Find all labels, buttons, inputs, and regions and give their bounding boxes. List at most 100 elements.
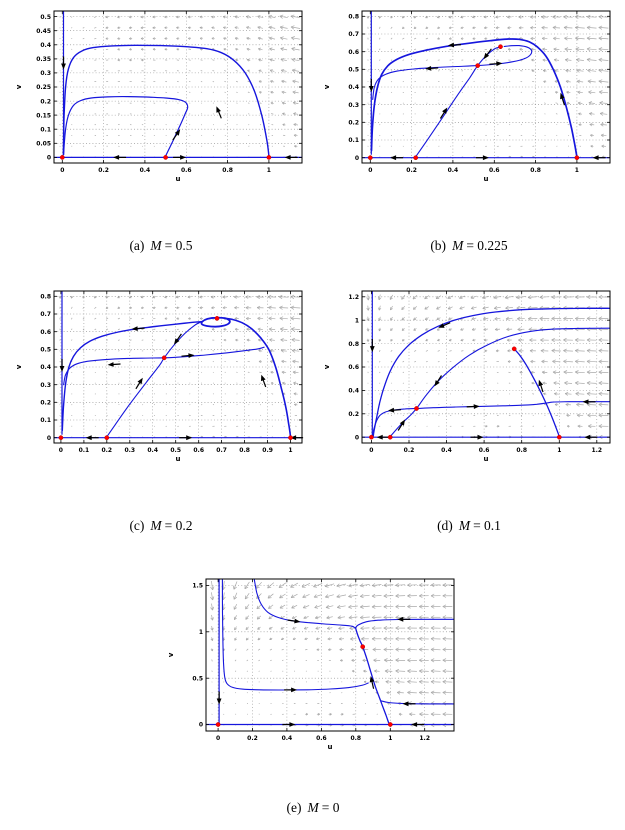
vector-field — [58, 294, 301, 439]
svg-text:1: 1 — [557, 447, 561, 454]
svg-text:0: 0 — [355, 434, 359, 441]
svg-text:0: 0 — [369, 447, 373, 454]
caption-c-label: (c) — [129, 518, 145, 533]
x-axis-label: u — [328, 743, 333, 751]
y-axis-label: v — [323, 84, 331, 89]
svg-text:0: 0 — [47, 435, 51, 442]
caption-d-value: = 0.1 — [473, 518, 501, 533]
caption-c-value: = 0.2 — [164, 518, 193, 533]
svg-text:0.6: 0.6 — [479, 447, 490, 454]
caption-a: (a) M = 0.5 — [10, 238, 312, 254]
svg-text:0.2: 0.2 — [348, 411, 359, 418]
svg-text:1.2: 1.2 — [348, 294, 359, 301]
plot-background — [54, 11, 302, 163]
tick-labels: 0 0.2 0.4 0.6 0.8 1 0 0.05 0.1 0.15 0.2 0.25 0.3 0.35… — [36, 14, 271, 174]
tick-labels: 0 0.2 0.4 0.6 0.8 1 1.2 0 0.2 0.4 0.6 0.8 1 1.2 — [348, 294, 602, 454]
x-axis-label: u — [176, 175, 181, 183]
caption-b-var: M — [452, 238, 464, 253]
subplot-d: 0 0.2 0.4 0.6 0.8 1 1.2 0 0.2 0.4 0.6 0.8 1 1.2 u v — [318, 284, 620, 466]
svg-text:0.2: 0.2 — [404, 447, 415, 454]
svg-text:0.8: 0.8 — [239, 447, 250, 454]
svg-text:0.4: 0.4 — [348, 84, 359, 91]
svg-text:0.9: 0.9 — [262, 447, 273, 454]
plot-background — [54, 291, 302, 443]
svg-text:0.5: 0.5 — [192, 675, 203, 682]
tick-marks — [362, 11, 610, 163]
svg-text:0.2: 0.2 — [101, 447, 112, 454]
svg-text:0.6: 0.6 — [193, 447, 204, 454]
equilibrium-points — [59, 155, 272, 160]
svg-text:0.4: 0.4 — [140, 167, 151, 174]
axis-box — [205, 578, 455, 732]
svg-text:0.8: 0.8 — [516, 447, 527, 454]
phase-plot-d: 0 0.2 0.4 0.6 0.8 1 1.2 0 0.2 0.4 0.6 0.8 1 1.2 u v — [323, 290, 611, 463]
svg-text:0.3: 0.3 — [40, 382, 51, 389]
tick-marks — [54, 11, 302, 163]
svg-text:0.05: 0.05 — [36, 141, 51, 148]
svg-text:0.8: 0.8 — [222, 167, 233, 174]
plot-background — [206, 579, 454, 731]
svg-text:0.6: 0.6 — [348, 49, 359, 56]
flow-arrows — [216, 616, 425, 727]
equilibrium-points — [369, 346, 562, 440]
svg-text:1: 1 — [575, 167, 579, 174]
trajectories — [362, 291, 610, 438]
svg-text:0.5: 0.5 — [170, 447, 181, 454]
svg-text:0: 0 — [368, 167, 372, 174]
svg-text:0.2: 0.2 — [40, 98, 51, 105]
svg-text:0.35: 0.35 — [36, 56, 51, 63]
svg-text:0.8: 0.8 — [350, 735, 361, 742]
svg-text:0.2: 0.2 — [348, 120, 359, 127]
tick-marks — [54, 291, 302, 443]
svg-text:0: 0 — [59, 447, 63, 454]
svg-text:0.4: 0.4 — [40, 364, 51, 371]
svg-text:1: 1 — [267, 167, 271, 174]
caption-d-label: (d) — [437, 518, 453, 533]
svg-text:0.3: 0.3 — [124, 447, 135, 454]
svg-text:1.2: 1.2 — [419, 735, 430, 742]
svg-text:0.8: 0.8 — [530, 167, 541, 174]
svg-text:1: 1 — [355, 317, 359, 324]
caption-d-var: M — [458, 518, 471, 533]
svg-text:0.1: 0.1 — [79, 447, 90, 454]
equilibrium-points — [367, 44, 580, 161]
svg-text:0.45: 0.45 — [36, 28, 51, 35]
phase-plot-c: 0 0.1 0.2 0.3 0.4 0.5 0.6 0.7 0.8 0.9 1 0 0.1 0.2 0.3 0… — [15, 290, 304, 463]
svg-text:0.4: 0.4 — [348, 388, 359, 395]
caption-b-value: = 0.225 — [466, 238, 508, 253]
tick-labels: 0 0.2 0.4 0.6 0.8 1 1.2 0 0.5 1 1.5 — [192, 583, 430, 742]
tick-marks — [206, 579, 454, 731]
plot-background — [362, 11, 610, 163]
phase-plot-b: 0 0.2 0.4 0.6 0.8 1 0 0.1 0.2 0.3 0.4 0.5 0.6 0.7 0.8 u… — [323, 10, 611, 183]
svg-text:1.5: 1.5 — [192, 583, 203, 590]
svg-text:0.4: 0.4 — [441, 447, 452, 454]
tick-labels: 0 0.2 0.4 0.6 0.8 1 0 0.1 0.2 0.3 0.4 0.5 0.6 0.7 0.8 — [348, 14, 579, 175]
caption-d: (d) M = 0.1 — [318, 518, 620, 534]
svg-text:0.6: 0.6 — [40, 329, 51, 336]
svg-text:0.1: 0.1 — [40, 417, 51, 424]
svg-text:0: 0 — [60, 167, 64, 174]
caption-b-label: (b) — [430, 238, 447, 253]
svg-text:0.2: 0.2 — [98, 167, 109, 174]
y-axis-label: v — [15, 84, 23, 89]
svg-text:0.7: 0.7 — [40, 311, 51, 318]
x-axis-label: u — [484, 455, 489, 463]
svg-text:0.6: 0.6 — [181, 167, 192, 174]
svg-text:0.2: 0.2 — [406, 167, 417, 174]
svg-text:0.8: 0.8 — [348, 341, 359, 348]
svg-text:0.5: 0.5 — [348, 67, 359, 74]
equilibrium-points — [215, 644, 393, 727]
svg-text:0.3: 0.3 — [348, 102, 359, 109]
svg-text:0.4: 0.4 — [448, 167, 459, 174]
caption-e-label: (e) — [286, 800, 302, 815]
svg-text:0.2: 0.2 — [40, 400, 51, 407]
subplot-c: 0 0.1 0.2 0.3 0.4 0.5 0.6 0.7 0.8 0.9 1 0 0.1 0.2 0.3 0… — [10, 284, 312, 466]
subplot-a: 0 0.2 0.4 0.6 0.8 1 0 0.05 0.1 0.15 0.2 0.25 0.3 0.35… — [10, 4, 312, 186]
caption-e: (e) M = 0 — [162, 800, 464, 816]
svg-text:0.6: 0.6 — [348, 364, 359, 371]
subplot-b: 0 0.2 0.4 0.6 0.8 1 0 0.1 0.2 0.3 0.4 0.5 0.6 0.7 0.8 u… — [318, 4, 620, 186]
svg-text:0.7: 0.7 — [348, 31, 359, 38]
svg-text:1: 1 — [199, 629, 203, 636]
phase-plot-e: 0 0.2 0.4 0.6 0.8 1 1.2 0 0.5 1 1.5 u v — [167, 578, 455, 751]
